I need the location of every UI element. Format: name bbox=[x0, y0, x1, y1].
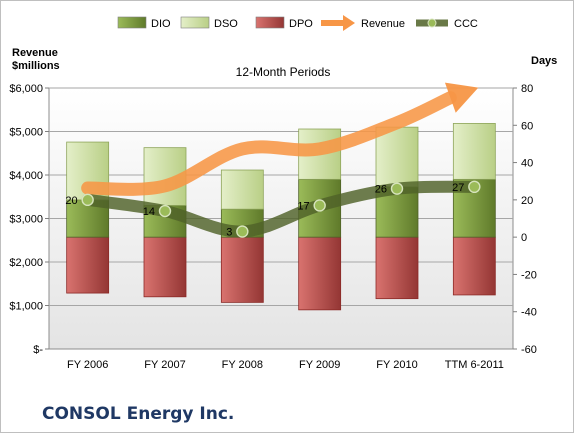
bar-dso bbox=[375, 126, 419, 188]
legend-label: DIO bbox=[151, 18, 171, 30]
left-tick-label: $3,000 bbox=[9, 214, 43, 226]
ccc-point bbox=[468, 180, 481, 194]
revenue-arrowhead bbox=[444, 82, 479, 113]
right-tick-label: 40 bbox=[521, 158, 533, 170]
bar-dso bbox=[452, 123, 496, 180]
bar-dpo bbox=[66, 236, 110, 294]
right-tick-label: 80 bbox=[521, 83, 533, 95]
left-tick-label: $4,000 bbox=[9, 170, 43, 182]
ccc-data-label: 20 bbox=[65, 195, 77, 207]
legend-label: Revenue bbox=[361, 18, 405, 30]
company-name: CONSOL Energy Inc. bbox=[42, 404, 235, 424]
legend-label: DPO bbox=[289, 18, 313, 30]
chart-title: 12-Month Periods bbox=[236, 65, 331, 79]
bar-dpo bbox=[143, 236, 187, 298]
legend-swatch bbox=[180, 16, 210, 29]
ccc-data-label: 26 bbox=[375, 184, 387, 196]
ccc-point bbox=[81, 193, 94, 207]
left-tick-label: $2,000 bbox=[9, 257, 43, 269]
bar-dpo bbox=[375, 236, 419, 300]
ccc-point bbox=[390, 182, 404, 195]
left-tick-label: $6,000 bbox=[9, 83, 43, 95]
left-tick-label: $1,000 bbox=[9, 301, 43, 313]
category-label: FY 2009 bbox=[299, 359, 340, 371]
category-label: FY 2010 bbox=[376, 359, 417, 371]
right-tick-label: 0 bbox=[521, 232, 527, 244]
bar-dpo bbox=[220, 236, 264, 303]
left-axis-title: Revenue bbox=[12, 47, 58, 59]
left-tick-label: $5,000 bbox=[9, 127, 43, 139]
legend-swatch-marker bbox=[427, 18, 437, 28]
bar-dpo bbox=[298, 236, 342, 311]
legend-label: CCC bbox=[454, 18, 478, 30]
category-label: FY 2006 bbox=[67, 359, 108, 371]
legend-swatch bbox=[255, 16, 285, 29]
ccc-data-label: 3 bbox=[226, 227, 232, 239]
right-axis-title: Days bbox=[531, 55, 557, 67]
legend-swatch-arrowhead bbox=[343, 15, 355, 31]
legend-swatch bbox=[117, 16, 147, 29]
legend-label: DSO bbox=[214, 18, 238, 30]
right-tick-label: -40 bbox=[521, 307, 537, 319]
right-tick-label: -60 bbox=[521, 344, 537, 356]
ccc-point bbox=[158, 204, 172, 218]
left-axis-title-units: $millions bbox=[12, 60, 60, 72]
category-label: FY 2008 bbox=[222, 359, 263, 371]
ccc-data-label: 27 bbox=[452, 182, 464, 194]
revenue-line bbox=[81, 91, 457, 196]
ccc-data-label: 14 bbox=[143, 206, 155, 218]
category-label: TTM 6-2011 bbox=[445, 359, 504, 371]
bar-dpo bbox=[452, 236, 496, 296]
category-label: FY 2007 bbox=[144, 359, 185, 371]
ccc-data-label: 17 bbox=[297, 200, 309, 212]
right-tick-label: 20 bbox=[521, 195, 533, 207]
right-tick-label: -20 bbox=[521, 269, 537, 281]
left-tick-label: $- bbox=[33, 344, 43, 356]
ccc-point bbox=[236, 225, 249, 238]
bar-dso bbox=[220, 169, 264, 210]
ccc-point bbox=[313, 199, 326, 212]
right-tick-label: 60 bbox=[521, 120, 533, 132]
